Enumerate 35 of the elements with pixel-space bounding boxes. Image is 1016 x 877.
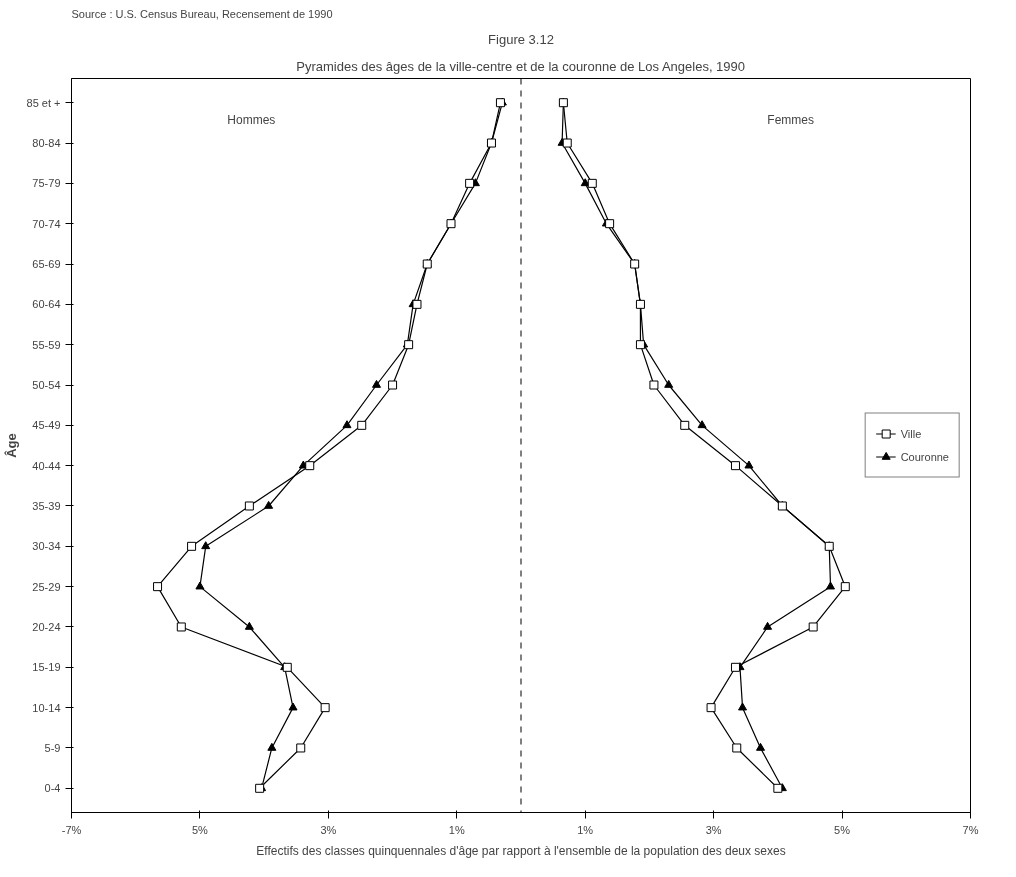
y-tick-label: 30-34: [32, 540, 61, 553]
y-tick-label: 55-59: [32, 338, 61, 351]
x-tick-label: 5%: [834, 823, 851, 836]
chart-subtitle: Pyramides des âges de la ville-centre et de la couronne de Los Angeles, 1990: [296, 58, 746, 74]
y-tick-label: 35-39: [32, 499, 61, 512]
y-tick-label: 0-4: [44, 782, 61, 795]
y-tick-label: 45-49: [32, 419, 61, 432]
chart-title: Figure 3.12: [488, 31, 554, 47]
legend-label: Ville: [900, 427, 922, 440]
y-tick-label: 20-24: [32, 620, 61, 633]
x-tick-label: 3%: [705, 823, 722, 836]
y-tick-label: 80-84: [32, 137, 61, 150]
x-tick-label: 5%: [191, 823, 209, 836]
x-tick-label: 3%: [320, 823, 337, 836]
y-tick-label: 75-79: [32, 177, 61, 190]
y-tick-label: 15-19: [32, 661, 61, 674]
y-tick-label: 10-14: [32, 701, 61, 714]
y-tick-label: 25-29: [32, 580, 61, 593]
x-axis-title: Effectifs des classes quinquennales d'âge par rapport à l'ensemble de la population des deux sexes: [256, 843, 786, 858]
x-tick-label: 1%: [448, 823, 465, 836]
y-tick-label: 85 et +: [26, 96, 61, 109]
legend-label: Couronne: [900, 450, 949, 463]
y-tick-label: 65-69: [32, 258, 61, 271]
y-axis-title: Âge: [3, 433, 19, 458]
annotation: Femmes: [767, 112, 815, 127]
y-tick-label: 70-74: [32, 217, 61, 230]
x-tick-label: -7%: [61, 823, 82, 836]
y-tick-label: 40-44: [32, 459, 61, 472]
x-tick-label: 7%: [962, 823, 979, 836]
source-note: Source : U.S. Census Bureau, Recensement de 1990: [71, 7, 333, 20]
y-tick-label: 60-64: [32, 298, 61, 311]
annotation: Hommes: [227, 112, 276, 127]
y-tick-label: 50-54: [32, 379, 61, 392]
x-tick-label: 1%: [577, 823, 594, 836]
y-tick-label: 5-9: [44, 741, 61, 754]
